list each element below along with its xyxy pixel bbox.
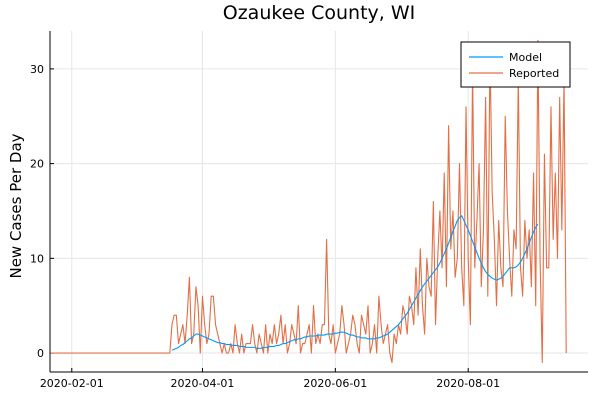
x-tick-label: 2020-06-01: [303, 377, 367, 390]
y-tick-label: 0: [37, 347, 44, 360]
y-tick-label: 10: [30, 252, 44, 265]
chart-title: Ozaukee County, WI: [223, 2, 416, 24]
x-tick-label: 2020-04-01: [171, 377, 235, 390]
series-line-model: [171, 215, 539, 351]
series-layer: [50, 39, 567, 364]
legend-label-model: Model: [509, 51, 542, 64]
x-tick-label: 2020-02-01: [40, 377, 104, 390]
legend-label-reported: Reported: [509, 67, 559, 80]
x-tick-label: 2020-08-01: [436, 377, 500, 390]
series-line-reported: [50, 39, 567, 364]
legend: Model Reported: [460, 41, 571, 88]
y-axis-label: New Cases Per Day: [7, 133, 25, 278]
legend-box: [460, 41, 571, 88]
x-axis-ticks: 2020-02-01 2020-04-01 2020-06-01 2020-08-01: [40, 368, 500, 390]
y-tick-label: 20: [30, 158, 44, 171]
y-tick-label: 30: [30, 63, 44, 76]
